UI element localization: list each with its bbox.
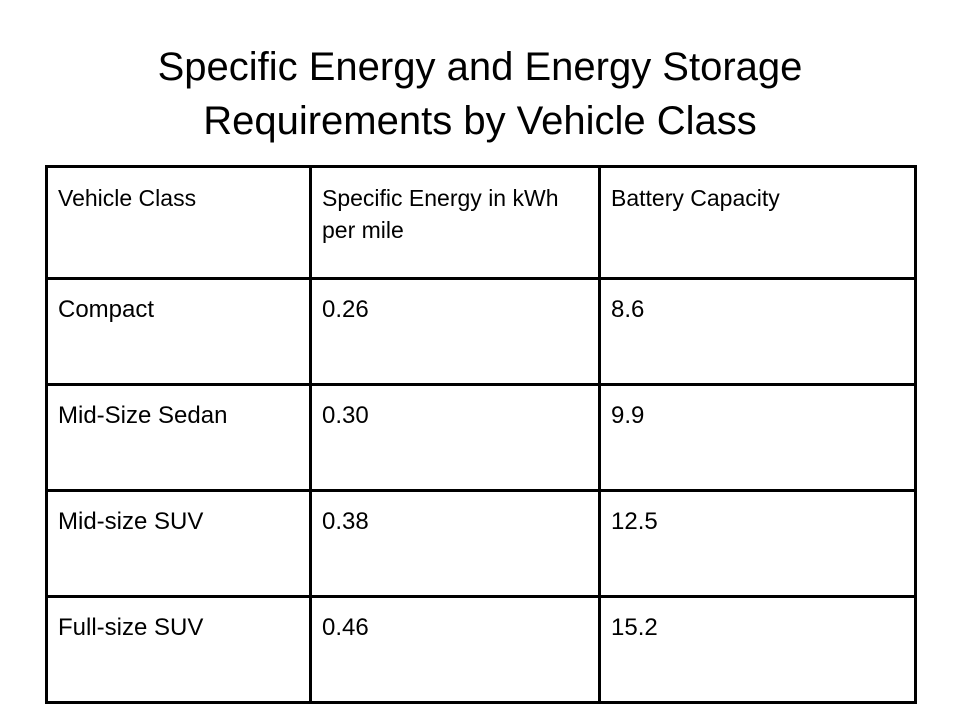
header-specific-energy: Specific Energy in kWh per mile: [309, 165, 601, 280]
cell-vehicle-class: Mid-Size Sedan: [45, 383, 312, 492]
cell-vehicle-class: Full-size SUV: [45, 595, 312, 704]
cell-vehicle-class: Compact: [45, 277, 312, 386]
cell-battery-capacity: 9.9: [598, 383, 917, 492]
slide-title-line-1: Specific Energy and Energy Storage: [157, 45, 803, 89]
header-battery-capacity: Battery Capacity: [598, 165, 917, 280]
table-row: Compact 0.26 8.6: [45, 277, 917, 386]
slide-title-line-2: Requirements by Vehicle Class: [203, 99, 757, 143]
cell-specific-energy: 0.38: [309, 489, 601, 598]
table-header-row: Vehicle Class Specific Energy in kWh per…: [45, 165, 917, 280]
table-row: Full-size SUV 0.46 15.2: [45, 595, 917, 704]
cell-battery-capacity: 12.5: [598, 489, 917, 598]
table-row: Mid-size SUV 0.38 12.5: [45, 489, 917, 598]
vehicle-energy-table: Vehicle Class Specific Energy in kWh per…: [45, 165, 917, 704]
table-row: Mid-Size Sedan 0.30 9.9: [45, 383, 917, 492]
cell-battery-capacity: 8.6: [598, 277, 917, 386]
header-vehicle-class: Vehicle Class: [45, 165, 312, 280]
slide-title: Specific Energy and Energy Storage Requi…: [40, 40, 920, 148]
cell-vehicle-class: Mid-size SUV: [45, 489, 312, 598]
cell-specific-energy: 0.26: [309, 277, 601, 386]
cell-specific-energy: 0.30: [309, 383, 601, 492]
cell-battery-capacity: 15.2: [598, 595, 917, 704]
cell-specific-energy: 0.46: [309, 595, 601, 704]
